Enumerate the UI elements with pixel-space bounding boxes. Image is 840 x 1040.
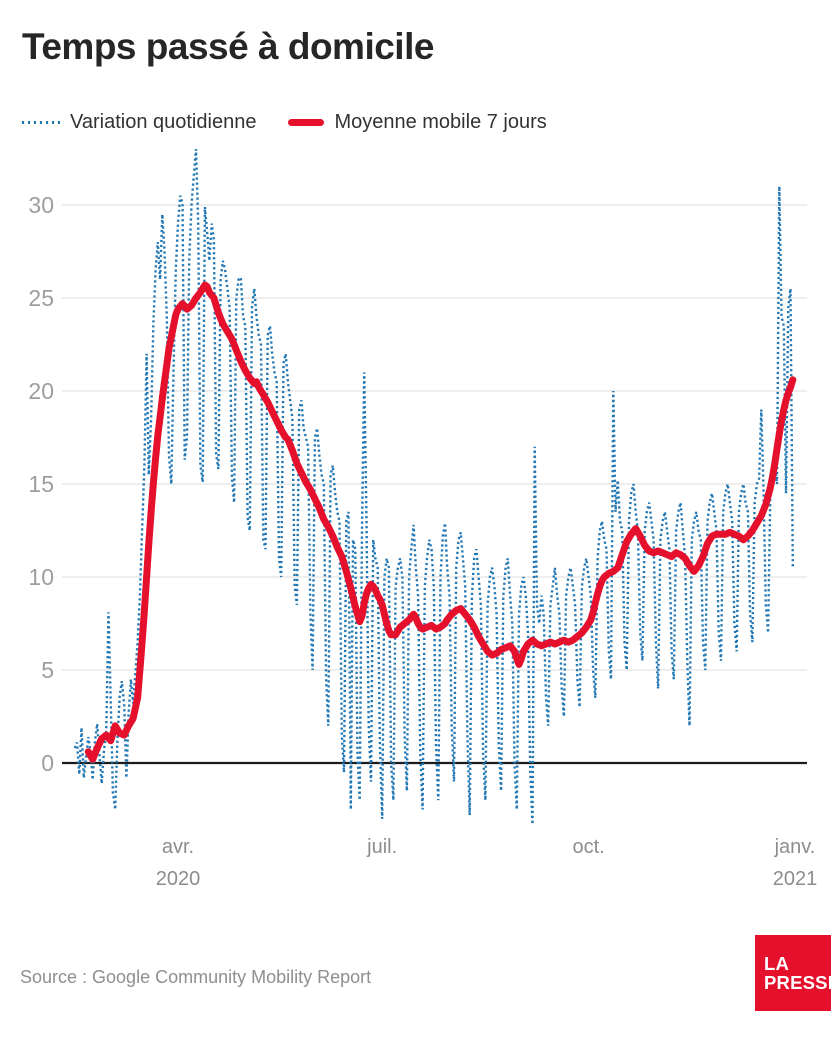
- solid-line-swatch-icon: [288, 119, 325, 126]
- logo-line-2: PRESSE: [764, 972, 840, 993]
- y-axis-tick-label: 20: [28, 378, 54, 404]
- y-axis-tick-label: 5: [41, 657, 54, 683]
- legend-label-daily: Variation quotidienne: [70, 111, 257, 133]
- y-axis-tick-label: 0: [41, 750, 54, 776]
- moving-average-line: [84, 281, 797, 763]
- chart-legend: Variation quotidienne Moyenne mobile 7 j…: [22, 111, 547, 134]
- legend-item-daily: Variation quotidienne: [22, 111, 256, 134]
- legend-item-average: Moyenne mobile 7 jours: [288, 111, 547, 134]
- source-caption: Source : Google Community Mobility Repor…: [20, 967, 372, 987]
- x-axis-year-label: 2020: [155, 868, 201, 890]
- legend-label-average: Moyenne mobile 7 jours: [334, 111, 547, 133]
- daily-variation-line: [73, 149, 794, 825]
- y-axis-tick-label: 25: [28, 285, 54, 311]
- y-axis-tick-label: 10: [28, 564, 54, 590]
- x-axis-tick-label: avr.: [161, 836, 195, 858]
- dotted-line-swatch-icon: [22, 121, 60, 124]
- y-axis-tick-label: 15: [28, 471, 54, 497]
- x-axis-year-label: 2021: [772, 868, 818, 890]
- x-axis-tick-label: juil.: [367, 836, 398, 858]
- lapresse-logo: LA PRESSE: [755, 935, 840, 1011]
- y-axis-tick-label: 30: [28, 192, 54, 218]
- logo-line-1: LA: [764, 953, 790, 974]
- x-axis-tick-label: janv.: [774, 836, 816, 858]
- page-title: Temps passé à domicile: [22, 26, 434, 67]
- x-axis-tick-label: oct.: [572, 836, 605, 858]
